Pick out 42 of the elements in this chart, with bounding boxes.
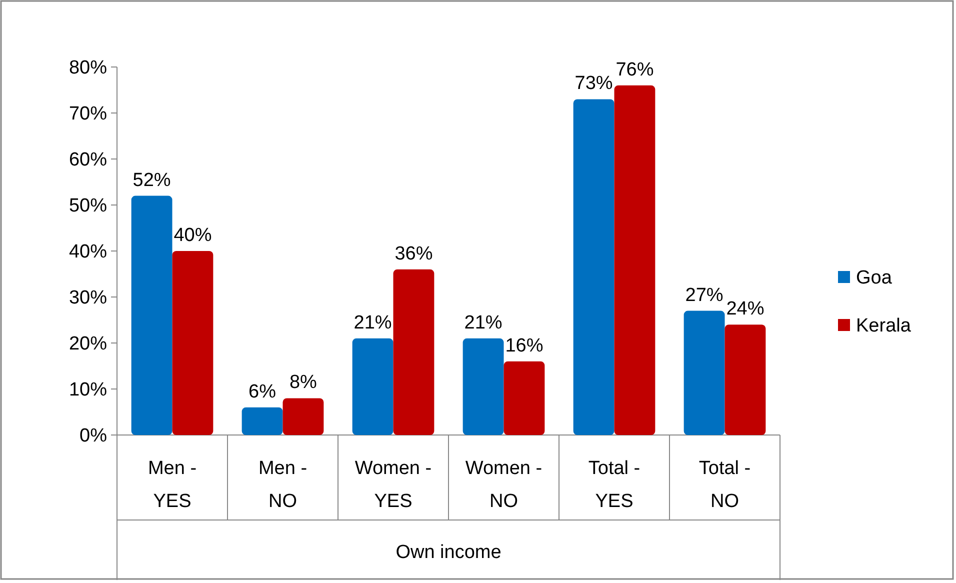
x-tick-label: Total - NO xyxy=(698,458,751,512)
y-tick-label: 60% xyxy=(68,150,108,171)
x-tick-label: Men - YES xyxy=(148,458,197,512)
y-tick-label: 80% xyxy=(68,58,108,79)
bar xyxy=(352,338,394,435)
y-tick-label: 70% xyxy=(68,104,108,125)
bar xyxy=(614,85,656,435)
data-label: 40% xyxy=(174,225,212,246)
y-tick-label: 10% xyxy=(68,380,108,401)
bar xyxy=(282,398,324,435)
y-tick-label: 30% xyxy=(68,288,108,309)
data-label: 52% xyxy=(132,170,171,191)
data-label: 21% xyxy=(464,312,502,334)
y-tick-label: 50% xyxy=(68,196,108,217)
x-tick-label: Total - YES xyxy=(588,458,640,512)
bar xyxy=(504,361,545,435)
bar xyxy=(684,310,725,435)
data-label: 76% xyxy=(616,59,654,80)
data-label: 8% xyxy=(289,372,318,394)
bar xyxy=(573,99,614,435)
bar xyxy=(393,269,434,435)
bar xyxy=(131,196,172,435)
x-tick-label: Women - NO xyxy=(465,458,542,512)
bar xyxy=(242,407,283,435)
bar xyxy=(462,338,504,435)
y-tick-label: 0% xyxy=(80,426,108,447)
data-label: 6% xyxy=(248,381,276,402)
legend-label: Kerala xyxy=(856,316,912,337)
data-label: 24% xyxy=(726,298,764,320)
y-tick-label: 40% xyxy=(68,242,108,263)
x-axis-title: Own income xyxy=(396,542,502,563)
y-tick-label: 20% xyxy=(68,334,108,355)
x-tick-label: Women - YES xyxy=(354,458,432,512)
x-tick-label: Men - NO xyxy=(258,458,308,512)
data-label: 16% xyxy=(505,335,544,356)
legend-label: Goa xyxy=(856,268,892,289)
data-label: 73% xyxy=(574,73,613,94)
data-label: 21% xyxy=(354,312,392,334)
bar xyxy=(724,324,766,435)
data-label: 36% xyxy=(394,243,433,264)
bar xyxy=(172,251,214,435)
data-label: 27% xyxy=(685,284,724,306)
